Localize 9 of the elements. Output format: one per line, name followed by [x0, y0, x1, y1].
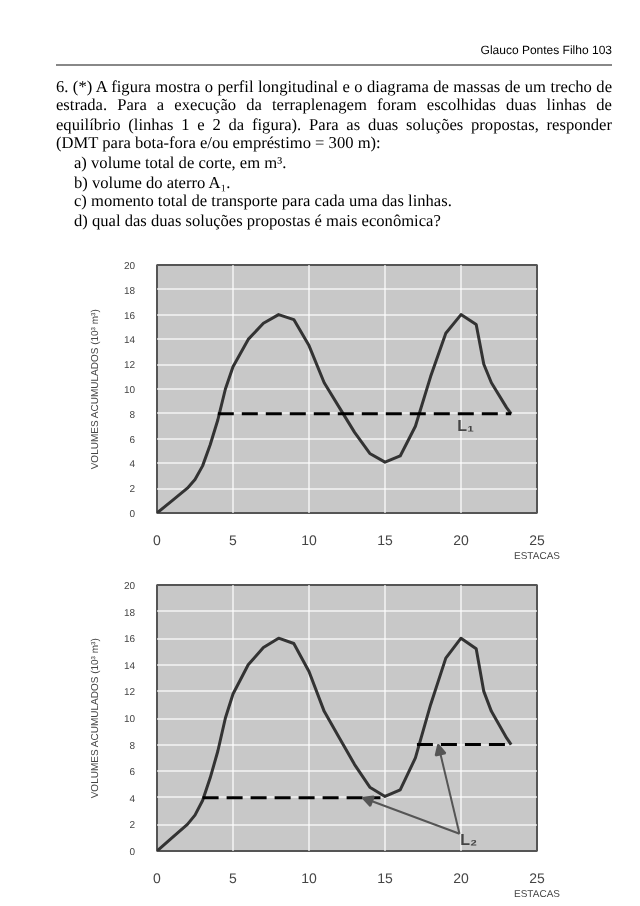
text: c) momento total de transporte para cada uma das linhas. [72, 192, 454, 212]
text: 6. (*) A figura mostra o perfil longitudinal e o diagrama de massas de um trecho de estrada. Para a execução da terraplenagem foram escolhidas duas linhas de equilíbrio (linhas 1 e 2 da figura). Para as duas soluções propostas, responder (DMT para bota-fora e/ou empréstimo = 300 m): [56, 77, 612, 154]
series-label: L₁ [457, 417, 476, 436]
text: a) volume total de corte, em m³. [72, 153, 289, 174]
line-series [157, 636, 513, 851]
text: b) volume do aterro A₁. [72, 173, 233, 193]
text: d) qual das duas soluções propostas é mais econômica? [72, 211, 443, 231]
annotation: L₂ [460, 831, 478, 850]
line-series [157, 313, 513, 513]
